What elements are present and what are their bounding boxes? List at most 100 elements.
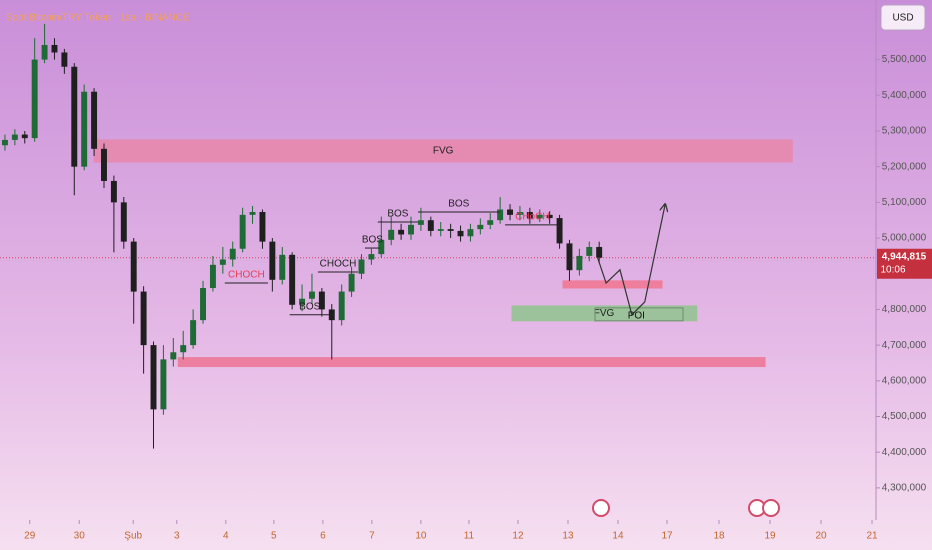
x-tick-label: 7 (369, 531, 375, 542)
candle-body (31, 59, 38, 139)
structure-label: BOS (448, 199, 469, 210)
y-tick-label: 5,200,000 (882, 161, 927, 172)
projection-path (597, 205, 665, 316)
candle-body (447, 229, 454, 231)
structure-label: BOS (362, 235, 383, 246)
x-tick-label: 18 (713, 531, 725, 542)
candle-body (41, 44, 48, 60)
candle-body (150, 345, 157, 410)
currency-button[interactable] (880, 4, 926, 31)
x-tick-label: 19 (764, 531, 776, 542)
candle-body (378, 239, 385, 255)
structure-label: CHoCH (515, 211, 549, 222)
candle-body (566, 243, 573, 271)
y-tick-label: 5,400,000 (882, 90, 927, 101)
x-tick-label: 3 (174, 531, 180, 542)
candle-body (140, 291, 147, 346)
candle-body (1, 139, 8, 146)
candle-body (259, 211, 266, 242)
candle-body (289, 254, 296, 305)
candle-body (467, 229, 474, 237)
x-tick-label: 17 (661, 531, 673, 542)
x-tick-label: 5 (271, 531, 277, 542)
candle-body (576, 255, 583, 271)
candle-body (427, 220, 434, 231)
candle-body (348, 273, 355, 292)
event-icon[interactable] (592, 499, 610, 517)
candle-body (21, 134, 28, 139)
candle-body (596, 246, 603, 258)
candle-body (318, 291, 325, 310)
candle-body (71, 66, 78, 167)
y-tick-label: 5,100,000 (882, 197, 927, 208)
x-tick-label: 4 (223, 531, 229, 542)
symbol-title: Spot Bitcoin/TRY Token · 1sa · BINANCE (6, 13, 190, 24)
x-tick-label: 20 (815, 531, 827, 542)
x-tick-label: 11 (464, 531, 475, 542)
y-tick-label: 4,400,000 (882, 447, 927, 458)
x-tick-label: 14 (612, 531, 624, 542)
candle-body (219, 259, 226, 265)
candle-body (437, 229, 444, 231)
event-icon[interactable] (762, 499, 780, 517)
candle-body (229, 248, 236, 260)
candle-body (368, 254, 375, 260)
candle-body (556, 218, 563, 244)
y-tick-label: 4,300,000 (882, 483, 927, 494)
candle-body (180, 345, 187, 353)
candle-body (388, 229, 395, 240)
candle-body (299, 298, 306, 305)
x-tick-label: 30 (74, 531, 86, 542)
zone-label: FVG (594, 308, 615, 319)
candle-body (526, 211, 533, 219)
candle-body (269, 241, 276, 280)
candle-body (51, 44, 58, 53)
countdown-label: 10:06 (880, 264, 905, 275)
x-tick-label: 21 (866, 531, 878, 542)
candle-body (160, 359, 167, 410)
candle-body (209, 264, 216, 289)
candle-body (487, 220, 494, 225)
candle-body (546, 214, 553, 219)
candle-body (308, 291, 315, 299)
candle-body (170, 352, 177, 360)
structure-label: BOS (299, 301, 320, 312)
zone (177, 357, 766, 368)
y-tick-label: 4,700,000 (882, 340, 927, 351)
candle-body (200, 288, 206, 321)
candle-body (338, 291, 345, 321)
x-tick-label: 13 (562, 531, 574, 542)
structure-label: CHOCH (228, 270, 265, 281)
candle-body (417, 220, 424, 225)
candle-body (497, 209, 504, 221)
candle-body (101, 148, 107, 181)
candle-body (477, 224, 484, 230)
y-tick-label: 4,600,000 (882, 375, 927, 386)
zone (562, 280, 663, 289)
x-tick-label: 12 (512, 531, 524, 542)
currency-label[interactable]: USD (892, 13, 913, 24)
candle-body (536, 214, 543, 219)
y-tick-label: 4,800,000 (882, 304, 927, 315)
candle-body (328, 309, 335, 321)
candle-body (358, 259, 365, 274)
zone-label: FVG (433, 146, 454, 157)
candle-body (457, 230, 464, 237)
candle-body (408, 224, 414, 235)
candle-body (398, 229, 405, 235)
candle-body (190, 320, 197, 346)
y-tick-label: 5,000,000 (882, 233, 927, 244)
candle-body (61, 52, 68, 67)
candle-body (11, 134, 18, 140)
candle-body (239, 214, 246, 249)
x-tick-label: 6 (320, 531, 326, 542)
last-price-label: 4,944,815 (882, 251, 927, 262)
x-tick-label: 10 (415, 531, 427, 542)
candle-body (110, 180, 117, 203)
event-icons (592, 499, 780, 517)
x-tick-label: Şub (124, 531, 142, 542)
poi-label: POI (628, 310, 645, 321)
candle-body (120, 202, 127, 242)
candle-body (279, 254, 286, 280)
